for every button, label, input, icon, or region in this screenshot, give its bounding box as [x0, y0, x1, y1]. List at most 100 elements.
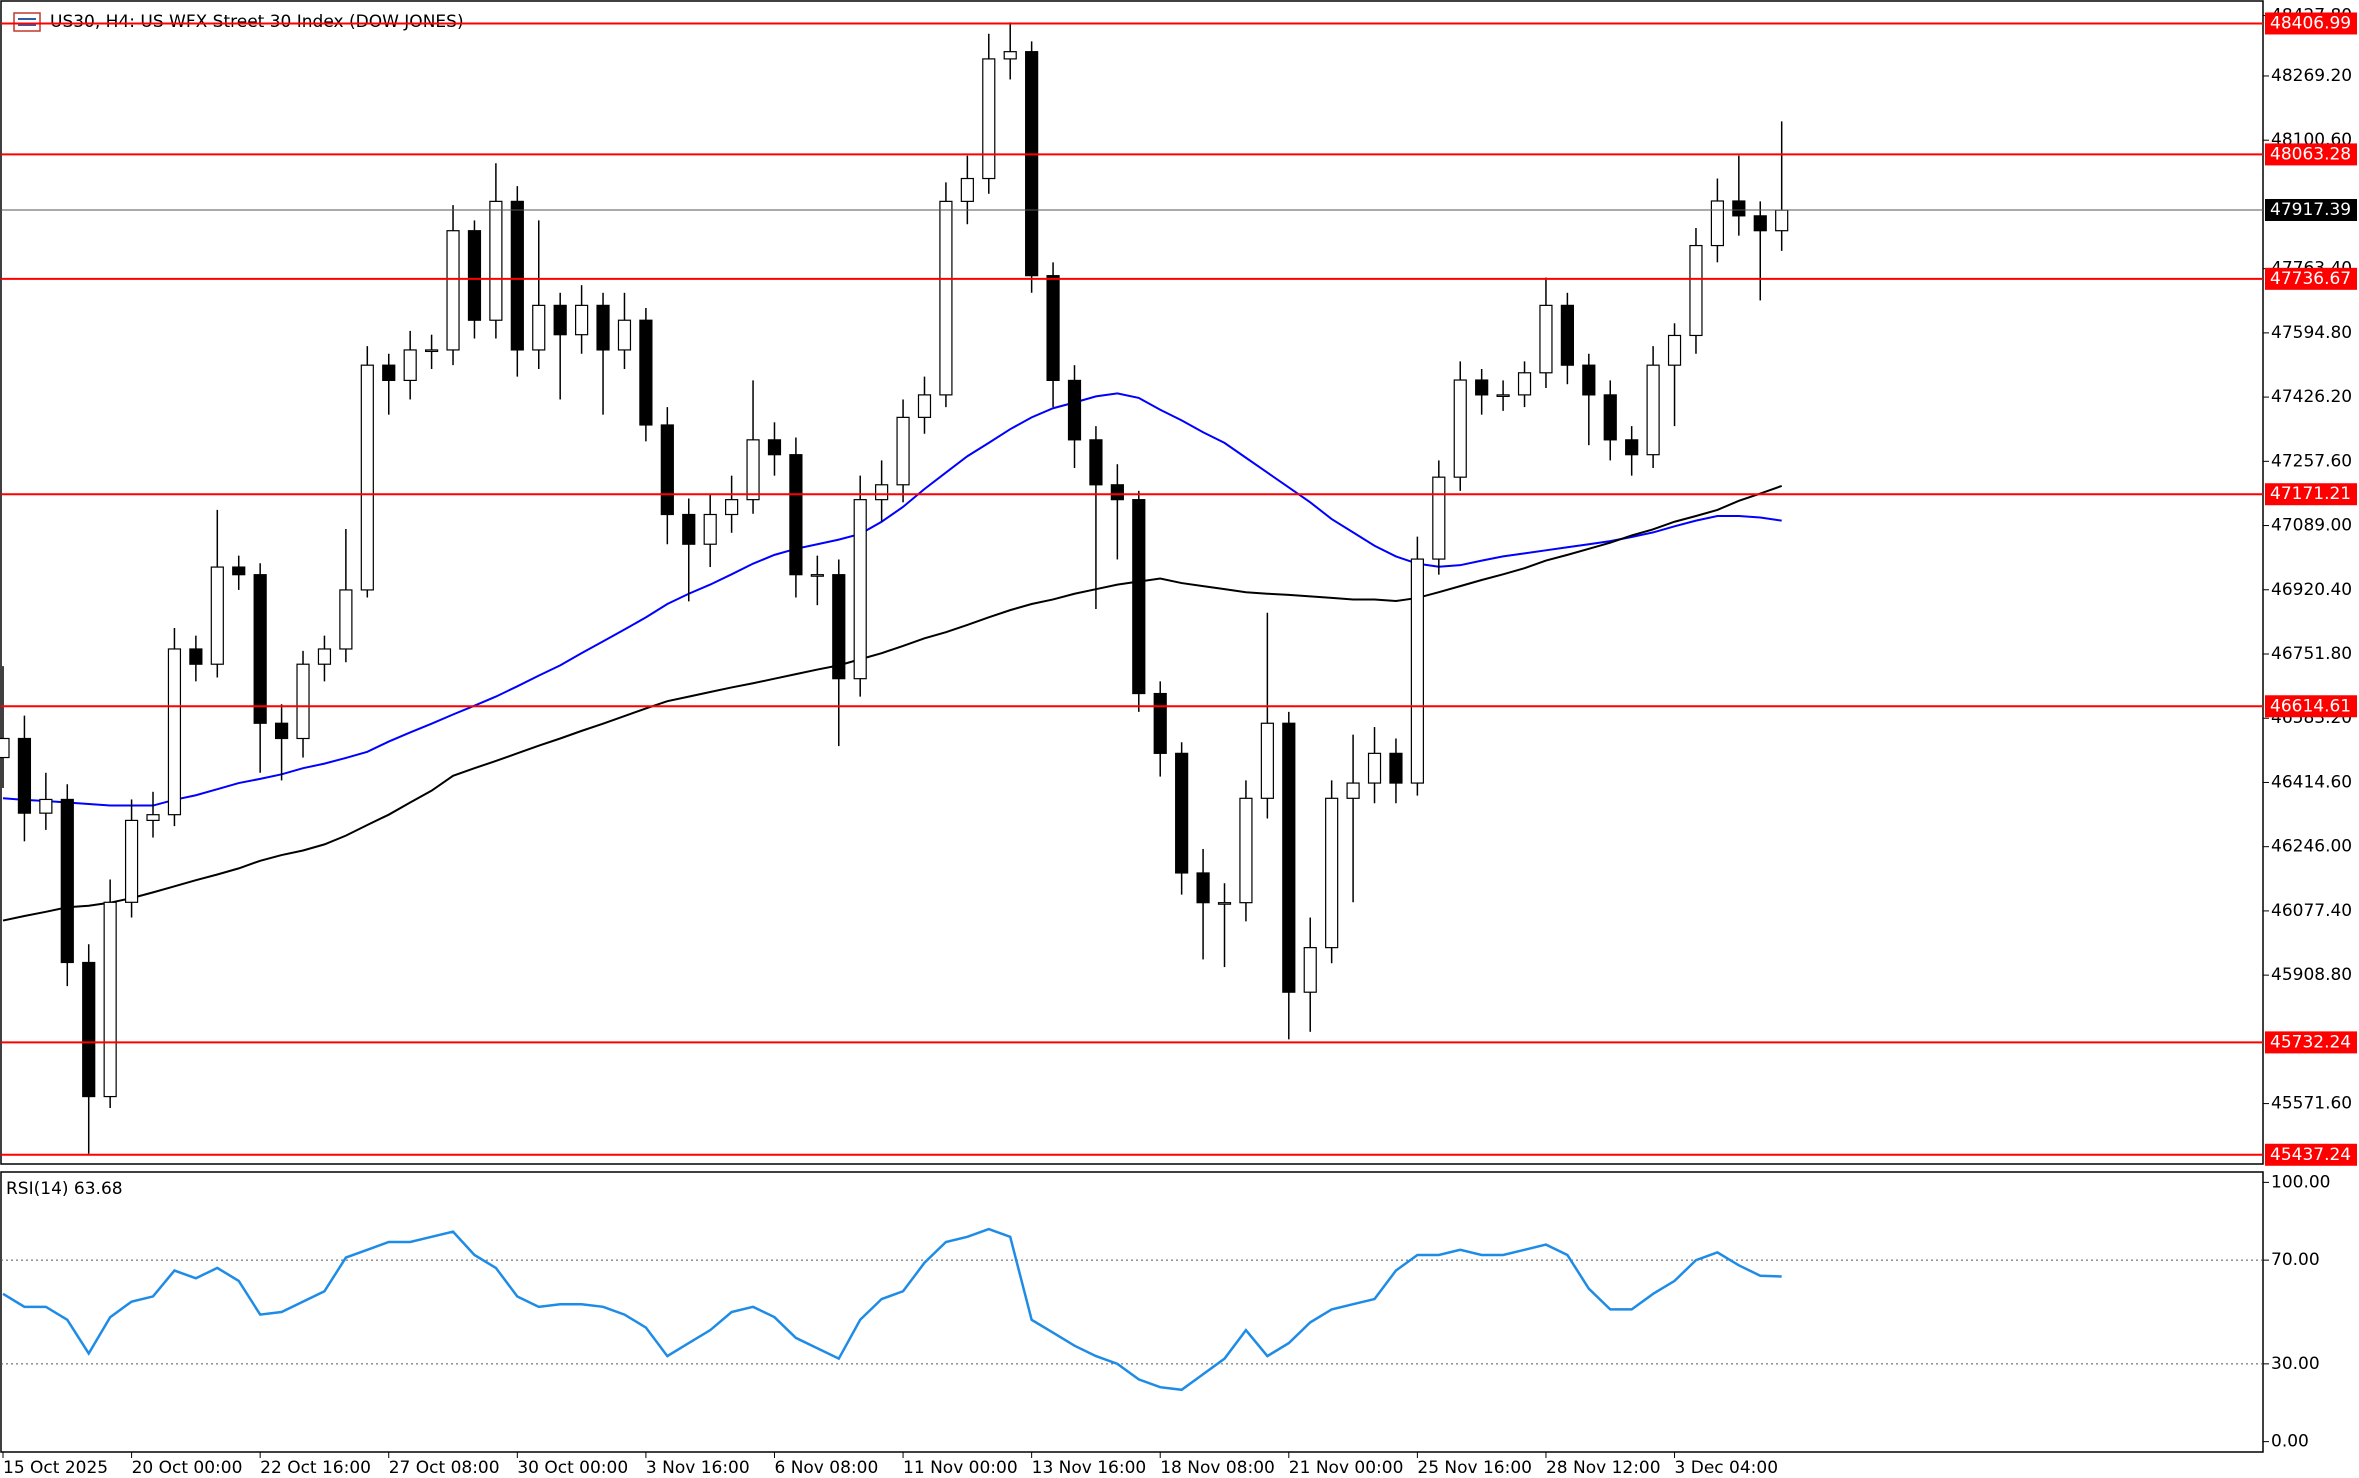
candle-body — [1517, 372, 1532, 396]
x-tick-label: 13 Nov 16:00 — [1032, 1458, 1147, 1478]
candle-body — [489, 200, 503, 321]
candle-body — [17, 737, 32, 814]
candle-body — [1196, 872, 1210, 904]
level-box — [2265, 1031, 2357, 1054]
candle-body — [146, 814, 160, 821]
candle-body — [446, 230, 460, 351]
y-tick-label: 46246.00 — [2271, 837, 2352, 857]
candle-body — [1046, 275, 1060, 382]
candle-body — [617, 319, 632, 351]
candle-body — [1775, 209, 1789, 232]
candle-body — [875, 484, 889, 501]
y-tick-label: 46920.40 — [2271, 580, 2352, 600]
candle-body — [553, 304, 567, 336]
candle-body — [596, 304, 610, 351]
candle-body — [1303, 947, 1317, 993]
candle-body — [1089, 439, 1103, 486]
y-tick-label: 47594.80 — [2271, 323, 2352, 343]
level-label: 45437.24 — [2270, 1145, 2351, 1165]
candle-body — [853, 499, 867, 680]
candle-body — [1110, 484, 1124, 501]
y-tick-label: 45908.80 — [2271, 965, 2352, 985]
last-price-label: 47917.39 — [2270, 200, 2351, 220]
candle-body — [1282, 722, 1296, 993]
candle-body — [982, 58, 996, 180]
rsi-frame — [0, 1171, 2264, 1453]
candle-body — [39, 798, 53, 814]
level-label: 48063.28 — [2270, 144, 2351, 164]
candle-body — [1453, 379, 1467, 478]
candle-body — [682, 513, 696, 545]
x-tick-label: 11 Nov 00:00 — [903, 1458, 1018, 1478]
candle-body — [1132, 499, 1146, 695]
candle-body — [124, 819, 139, 903]
candle-body — [1389, 752, 1403, 784]
rsi-y-tick-label: 100.00 — [2271, 1172, 2330, 1192]
candle-body — [167, 648, 182, 816]
x-tick-label: 15 Oct 2025 — [3, 1458, 108, 1478]
candle-body — [1410, 558, 1424, 784]
x-tick-label: 21 Nov 00:00 — [1289, 1458, 1404, 1478]
x-tick-label: 18 Nov 08:00 — [1160, 1458, 1275, 1478]
symbol-icon — [13, 12, 41, 32]
candle-body — [403, 349, 417, 382]
candle-body — [1367, 752, 1382, 784]
candle-body — [425, 349, 439, 353]
candle-body — [1582, 364, 1596, 396]
candle-body — [510, 200, 524, 351]
y-tick-label: 47089.00 — [2271, 516, 2352, 536]
level-box — [2265, 695, 2357, 718]
candle-body — [810, 574, 824, 577]
candle-body — [317, 648, 332, 665]
candle-body — [1560, 304, 1574, 366]
candle-body — [917, 394, 932, 418]
candle-body — [0, 737, 10, 759]
candle-body — [896, 416, 910, 486]
x-tick-label: 20 Oct 00:00 — [132, 1458, 243, 1478]
candle-body — [1496, 394, 1510, 397]
candle-body — [960, 177, 974, 202]
candle-body — [467, 230, 482, 321]
candle-body — [274, 722, 289, 740]
y-tick-label: 46414.60 — [2271, 772, 2352, 792]
rsi-label: RSI(14) 63.68 — [6, 1179, 123, 1199]
y-tick-label: 47257.60 — [2271, 451, 2352, 471]
candle-body — [253, 574, 267, 724]
candle-body — [1260, 722, 1274, 799]
candle-body — [1067, 379, 1082, 441]
y-tick-label: 46751.80 — [2271, 644, 2352, 664]
candle-body — [1325, 797, 1339, 949]
candle-body — [1732, 200, 1746, 217]
candle-body — [789, 454, 803, 576]
candle-body — [1667, 334, 1682, 366]
level-label: 47171.21 — [2270, 484, 2351, 504]
candle-body — [382, 364, 396, 382]
level-label: 45732.24 — [2270, 1032, 2351, 1052]
candle-body — [767, 439, 782, 456]
x-tick-label: 3 Nov 16:00 — [646, 1458, 750, 1478]
candle-body — [703, 513, 717, 545]
candle-body — [746, 439, 760, 501]
y-tick-label: 48269.20 — [2271, 66, 2352, 86]
level-box — [2265, 1143, 2357, 1166]
candle-body — [1753, 215, 1767, 232]
rsi-y-tick-label: 30.00 — [2271, 1354, 2320, 1374]
candle-body — [210, 566, 224, 665]
candle-body — [1689, 244, 1703, 337]
x-tick-label: 3 Dec 04:00 — [1675, 1458, 1779, 1478]
candle-body — [1153, 692, 1167, 754]
candle-body — [575, 304, 589, 336]
y-tick-label: 46077.40 — [2271, 901, 2352, 921]
x-tick-label: 22 Oct 16:00 — [260, 1458, 371, 1478]
candle-body — [339, 589, 353, 650]
candle-body — [725, 499, 739, 516]
chart-title: US30, H4: US WFX Street 30 Index (DOW JO… — [50, 12, 464, 32]
candle-body — [189, 648, 203, 665]
x-tick-label: 30 Oct 00:00 — [517, 1458, 628, 1478]
candle-body — [832, 574, 846, 680]
level-label: 47736.67 — [2270, 269, 2351, 289]
last-price-box — [2265, 198, 2357, 221]
rsi-line — [2, 1227, 1782, 1392]
